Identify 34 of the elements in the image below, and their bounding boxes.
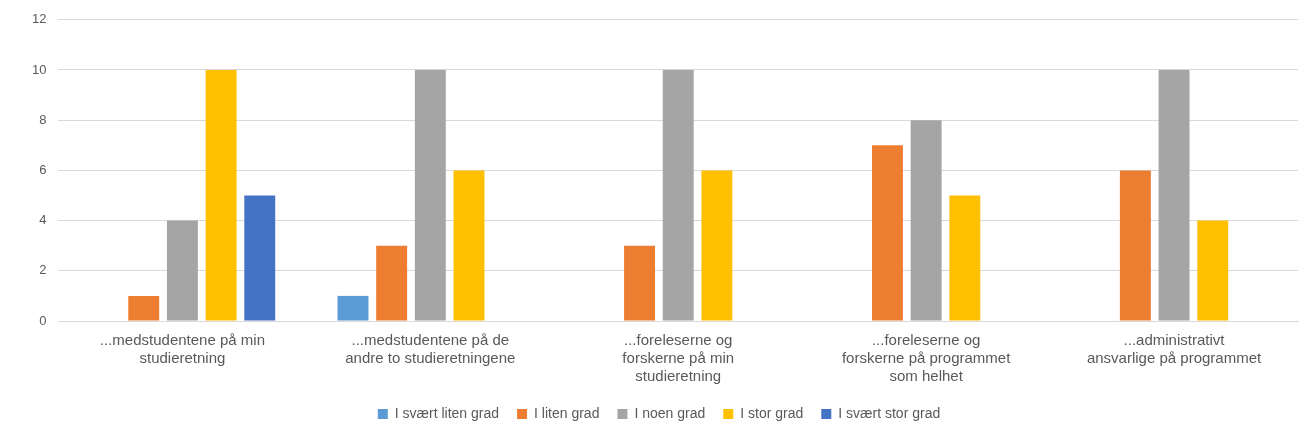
bar xyxy=(624,245,656,321)
bar xyxy=(376,245,408,321)
x-tick-label: ...medstudentene på min studieretning xyxy=(99,331,265,367)
y-tick-label: 4 xyxy=(39,212,47,228)
bar xyxy=(872,145,903,321)
y-tick-label: 10 xyxy=(31,61,47,77)
x-tick-label: ...foreleserne og forskerne på min studieretning xyxy=(622,331,735,385)
bar xyxy=(453,170,485,321)
y-tick-label: 0 xyxy=(39,312,47,328)
legend-label: I svært liten grad xyxy=(394,404,500,421)
legend-label: I stor grad xyxy=(740,404,804,421)
legend-label: I svært stor grad xyxy=(838,404,941,421)
bar xyxy=(662,70,694,321)
bar xyxy=(205,70,237,321)
bar xyxy=(337,295,369,321)
y-tick-label: 2 xyxy=(39,262,47,278)
legend-label: I noen grad xyxy=(634,404,706,421)
bar xyxy=(1158,70,1190,321)
bar xyxy=(701,170,733,321)
y-tick-label: 6 xyxy=(39,161,47,177)
bar xyxy=(414,70,446,321)
y-tick-label: 12 xyxy=(31,11,47,27)
bar xyxy=(949,195,981,321)
bar xyxy=(910,120,942,321)
y-tick-label: 8 xyxy=(39,111,47,127)
bar xyxy=(1197,220,1229,321)
bar xyxy=(166,220,198,321)
legend-label: I liten grad xyxy=(534,404,600,421)
bar xyxy=(128,295,160,321)
x-tick-label: ...medstudentene på de andre to studieretningene xyxy=(345,331,516,367)
bar xyxy=(1119,170,1151,321)
x-tick-label: ...administrativt ansvarlige på programmet xyxy=(1086,331,1262,367)
x-tick-label: ...foreleserne og forskerne på programmet som helhet xyxy=(841,331,1012,385)
bar xyxy=(244,195,276,321)
